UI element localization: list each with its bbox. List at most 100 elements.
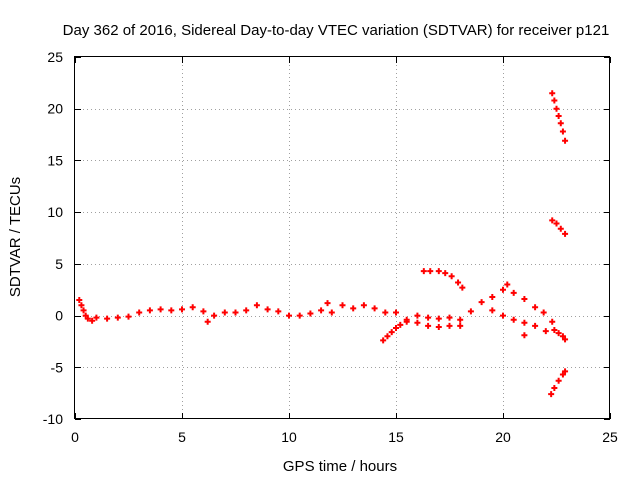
- data-point: [549, 318, 556, 325]
- data-point: [489, 307, 496, 314]
- y-tick-label: -5: [51, 359, 64, 375]
- data-point: [403, 318, 410, 325]
- data-point: [549, 217, 556, 224]
- data-point: [562, 230, 569, 237]
- data-point: [562, 137, 569, 144]
- data-point: [557, 225, 564, 232]
- data-points: [76, 90, 569, 398]
- data-point: [360, 302, 367, 309]
- data-point: [414, 319, 421, 326]
- data-point: [350, 305, 357, 312]
- data-point: [548, 391, 555, 398]
- data-point: [93, 314, 100, 321]
- data-point: [559, 128, 566, 135]
- data-point: [114, 314, 121, 321]
- y-tick-label: -10: [43, 411, 63, 427]
- data-point: [427, 268, 434, 275]
- data-point: [125, 313, 132, 320]
- data-point: [555, 330, 562, 337]
- data-point: [455, 279, 462, 286]
- data-point: [562, 368, 569, 375]
- data-point: [551, 97, 558, 104]
- data-point: [211, 312, 218, 319]
- data-point: [559, 333, 566, 340]
- data-point: [146, 307, 153, 314]
- grid: [75, 57, 610, 419]
- data-point: [136, 309, 143, 316]
- data-point: [435, 268, 442, 275]
- data-point: [275, 308, 282, 315]
- data-point: [371, 305, 378, 312]
- data-point: [446, 322, 453, 329]
- data-point: [551, 384, 558, 391]
- series-isolated-points: [521, 318, 556, 339]
- data-point: [435, 315, 442, 322]
- data-point: [555, 112, 562, 119]
- data-point: [232, 309, 239, 316]
- data-point: [328, 309, 335, 316]
- y-tick-label: 20: [47, 101, 63, 117]
- data-point: [521, 332, 528, 339]
- data-point: [435, 323, 442, 330]
- data-point: [179, 306, 185, 313]
- plot-frame: [74, 56, 610, 419]
- data-point: [425, 314, 432, 321]
- data-point: [500, 286, 506, 293]
- data-point: [540, 309, 547, 316]
- series-main-band: [76, 281, 547, 325]
- data-point: [414, 312, 421, 319]
- series-right-lower-branch: [489, 307, 549, 335]
- data-point: [324, 300, 331, 307]
- data-point: [104, 315, 111, 322]
- y-tick-label: 5: [55, 256, 63, 272]
- y-tick-label: 0: [55, 308, 63, 324]
- data-point: [457, 316, 464, 323]
- x-tick-label: 0: [71, 429, 79, 445]
- data-point: [467, 308, 474, 315]
- series-elevated-arc: [420, 268, 466, 291]
- data-point: [459, 284, 466, 291]
- data-point: [521, 296, 528, 303]
- data-point: [562, 336, 569, 343]
- data-point: [478, 299, 485, 306]
- data-point: [553, 105, 560, 112]
- data-point: [555, 377, 562, 384]
- data-point: [221, 309, 228, 316]
- data-point: [532, 304, 539, 311]
- data-point: [384, 333, 391, 340]
- data-point: [78, 302, 85, 309]
- data-point: [553, 220, 560, 227]
- data-point: [448, 273, 455, 280]
- data-point: [89, 317, 96, 324]
- data-point: [264, 306, 271, 313]
- data-point: [388, 329, 395, 336]
- data-point: [204, 318, 211, 325]
- y-axis-label: SDTVAR / TECUs: [7, 177, 24, 297]
- x-tick-label: 25: [602, 429, 618, 445]
- series-late-segment-D: [551, 327, 569, 343]
- data-point: [168, 307, 175, 314]
- data-point: [339, 302, 346, 309]
- data-point: [532, 322, 539, 329]
- x-tick-label: 20: [495, 429, 511, 445]
- data-point: [521, 319, 528, 326]
- y-tick-label: 15: [47, 152, 63, 168]
- data-point: [296, 312, 303, 319]
- series-lower-branch: [380, 318, 464, 344]
- data-point: [420, 268, 427, 275]
- data-point: [397, 321, 404, 328]
- data-point: [393, 324, 399, 331]
- data-point: [80, 307, 87, 314]
- series-late-segment-A: [549, 90, 569, 144]
- data-point: [318, 307, 325, 314]
- data-point: [551, 327, 558, 334]
- chart-title: Day 362 of 2016, Sidereal Day-to-day VTE…: [63, 22, 610, 39]
- data-point: [446, 314, 453, 321]
- data-point: [82, 312, 89, 319]
- data-point: [189, 304, 196, 311]
- tick-labels: 0 5 10 15 20 25 -10 -5 0 5 10 15 20 25: [43, 49, 618, 445]
- data-point: [557, 120, 564, 127]
- data-point: [542, 328, 549, 335]
- data-point: [380, 337, 387, 344]
